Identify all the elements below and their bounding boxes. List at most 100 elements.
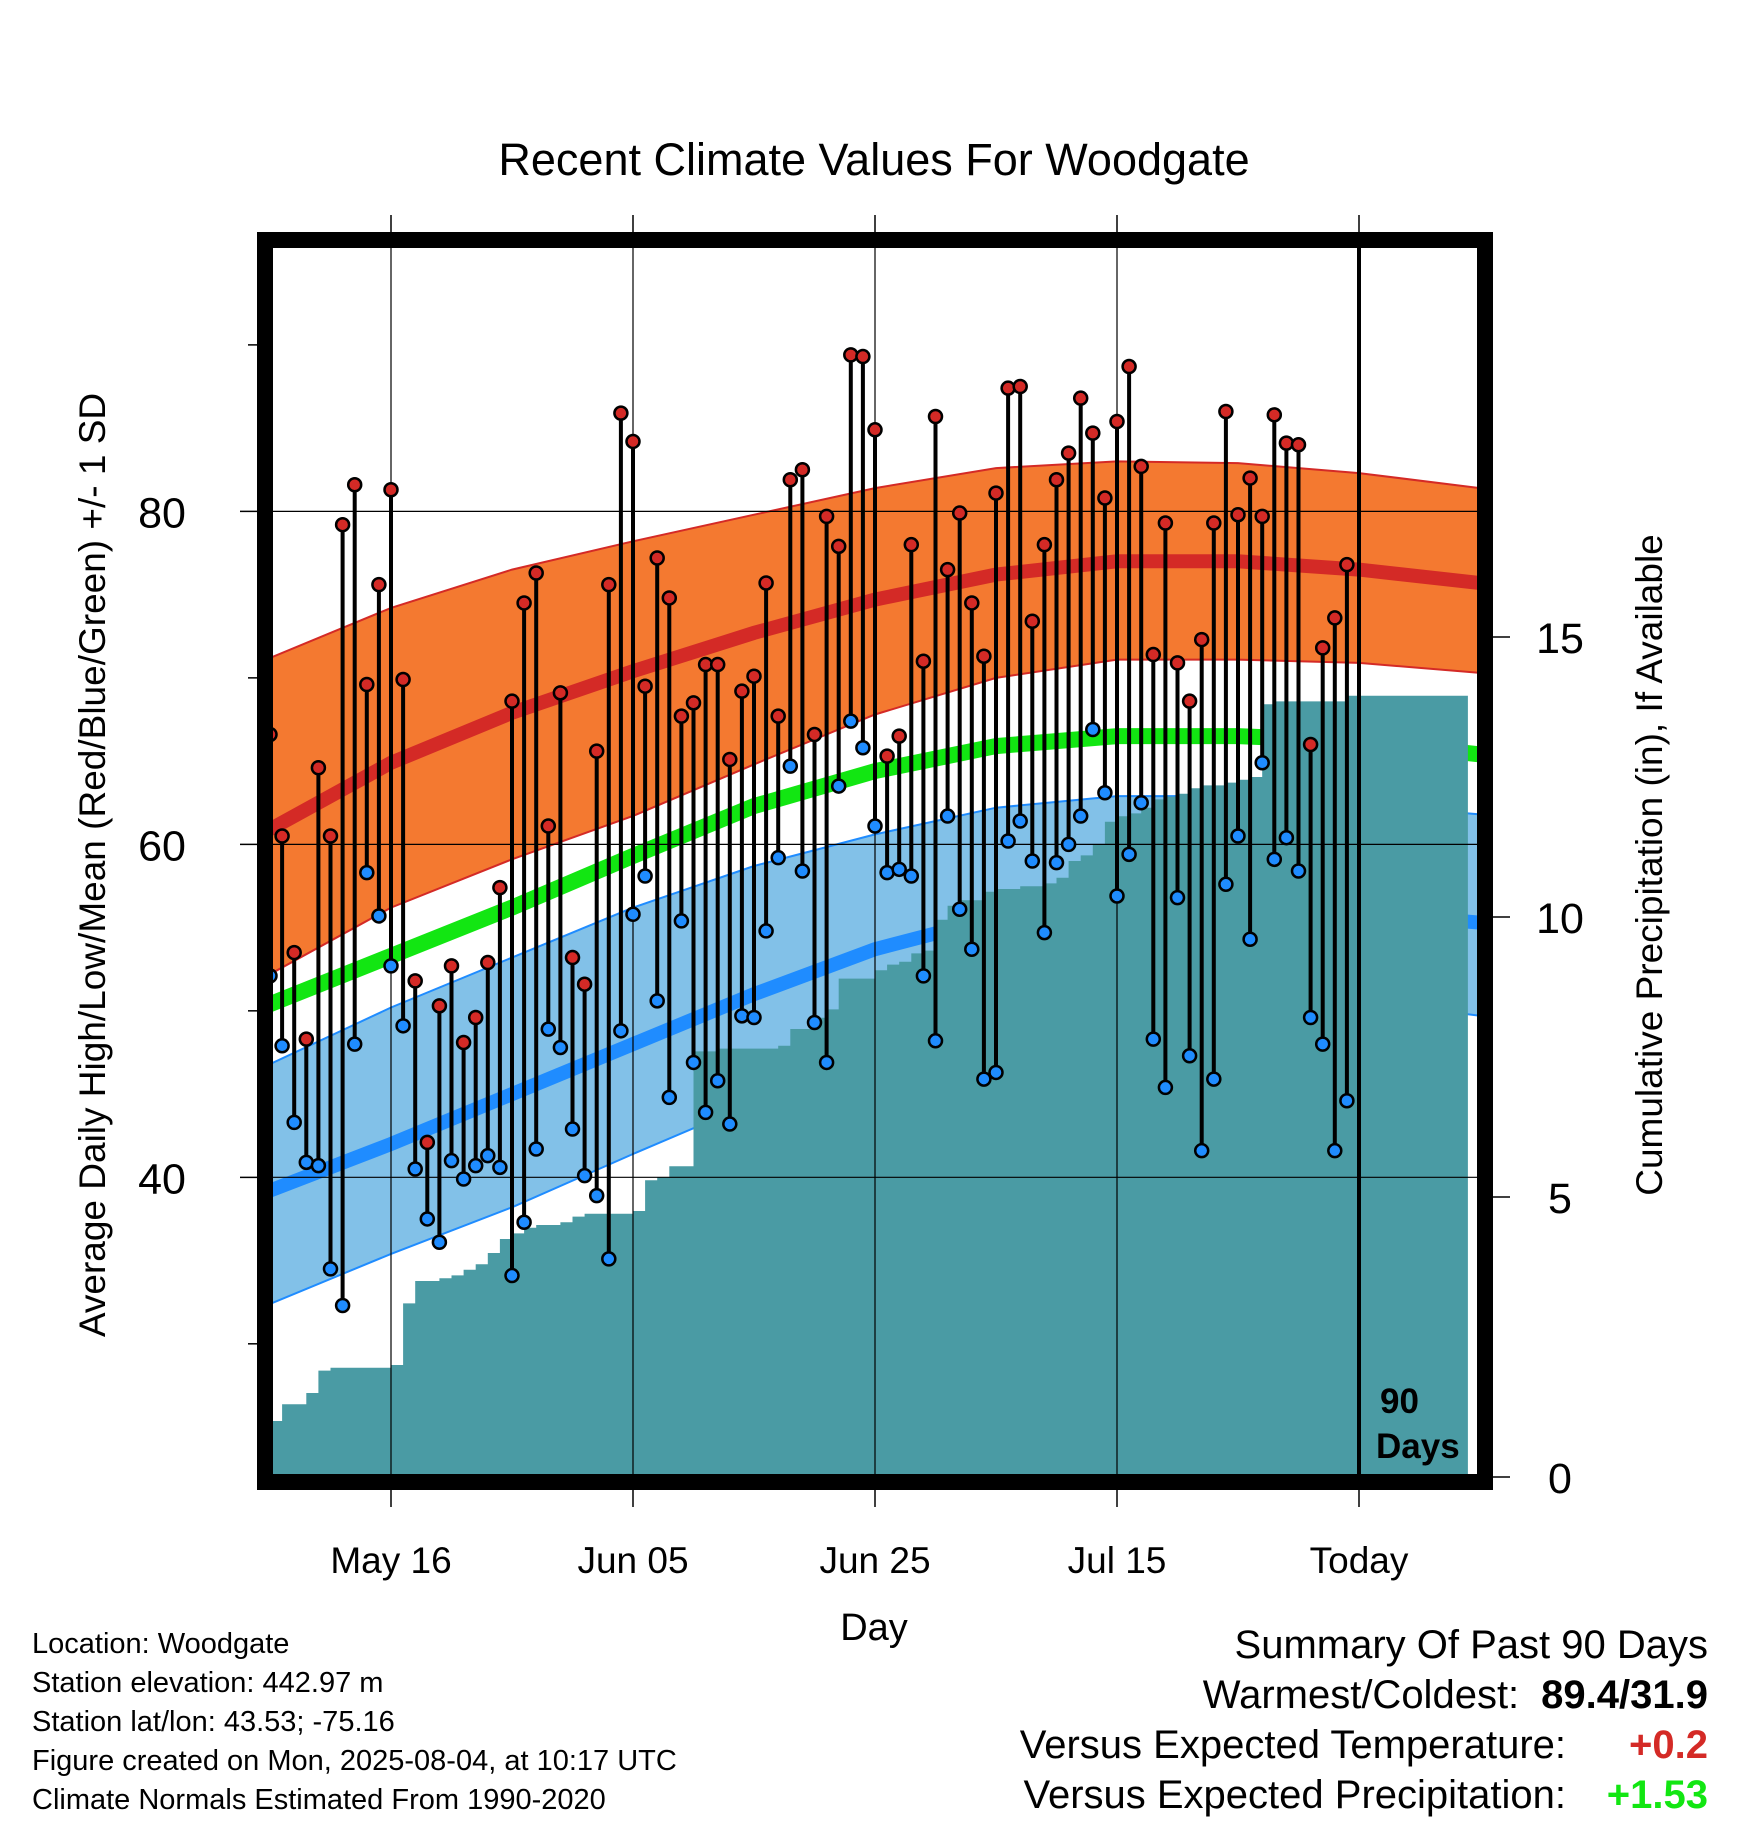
daily-high-point <box>455 1034 472 1051</box>
daily-low-point <box>722 1116 738 1132</box>
daily-low-point <box>1181 1048 1198 1064</box>
y-right-tick-label-3: 15 <box>1536 615 1584 663</box>
daily-low-point <box>709 1073 726 1089</box>
daily-low-point <box>588 1187 605 1204</box>
summary-warm-cold-value: 89.4/31.9 <box>1541 1673 1708 1717</box>
daily-low-point <box>419 1211 436 1227</box>
daily-low-point <box>540 1021 557 1037</box>
daily-low-point <box>1024 853 1041 869</box>
daily-high-point <box>613 405 629 421</box>
daily-high-point <box>806 726 823 743</box>
daily-high-point <box>1314 640 1331 656</box>
daily-high-point <box>758 575 774 591</box>
info-location: Location: Woodgate <box>32 1628 290 1660</box>
daily-low-point <box>1133 794 1149 811</box>
daily-high-point <box>903 536 920 553</box>
daily-low-point <box>1314 1036 1331 1052</box>
station-info: Location: Woodgate Station elevation: 44… <box>32 1625 677 1820</box>
daily-low-point <box>1157 1079 1174 1096</box>
plot-area <box>270 245 1480 1477</box>
daily-high-point <box>1230 506 1246 523</box>
x-axis-label: Day <box>840 1607 908 1649</box>
daily-low-point <box>480 1147 496 1164</box>
daily-low-point <box>383 958 399 974</box>
daily-low-point <box>697 1104 714 1121</box>
daily-high-point <box>867 422 883 438</box>
summary-temp-value: +0.2 <box>1629 1723 1708 1767</box>
daily-low-point <box>1302 1009 1319 1026</box>
daily-low-point <box>1242 931 1258 947</box>
y-axis-label-left: Average Daily High/Low/Mean (Red/Blue/Gr… <box>72 393 113 1337</box>
daily-low-point <box>1145 1031 1162 1047</box>
daily-high-point <box>976 648 992 664</box>
daily-low-point <box>1097 784 1113 801</box>
daily-high-point <box>1121 358 1137 375</box>
daily-high-point <box>504 693 520 709</box>
plot-frame <box>257 232 1493 1490</box>
daily-high-point <box>1072 390 1089 406</box>
daily-low-point <box>1036 924 1053 941</box>
daily-low-point <box>1169 889 1186 906</box>
daily-low-point <box>1000 833 1016 849</box>
daily-low-point <box>625 906 641 923</box>
summary-precip-value: +1.53 <box>1606 1773 1708 1817</box>
daily-high-point <box>1181 693 1198 709</box>
info-created: Figure created on Mon, 2025-08-04, at 10… <box>32 1745 677 1777</box>
daily-low-point <box>964 941 980 957</box>
daily-high-point <box>492 879 508 896</box>
daily-high-point <box>383 481 399 498</box>
daily-high-point <box>891 728 907 744</box>
axes: May 16 Jun 05 Jun 25 Jul 15 Today 40 60 80 0 5 10 1… <box>138 215 1584 1581</box>
daily-low-point <box>794 863 811 879</box>
daily-high-point <box>709 656 726 673</box>
daily-high-point <box>770 708 786 724</box>
daily-high-point <box>552 685 569 701</box>
daily-high-point <box>879 748 895 764</box>
daily-high-point <box>443 958 460 974</box>
daily-low-point <box>286 1114 302 1131</box>
daily-high-point <box>1290 437 1307 453</box>
daily-high-point <box>1085 425 1101 441</box>
chart-title: Recent Climate Values For Woodgate <box>498 134 1249 185</box>
daily-low-point <box>673 913 690 929</box>
daily-low-point <box>359 864 375 881</box>
daily-high-point <box>1339 556 1355 573</box>
daily-high-point <box>322 828 339 844</box>
precip-area <box>270 693 1468 1477</box>
daily-low-point <box>1327 1142 1343 1159</box>
daily-high-point <box>1036 536 1053 553</box>
daily-high-point <box>334 516 351 533</box>
daily-high-point <box>1145 646 1162 663</box>
daily-low-point <box>939 808 956 824</box>
daily-low-point <box>455 1171 472 1187</box>
y-left-tick-label-1: 60 <box>138 822 186 870</box>
y-right-tick-label-1: 5 <box>1548 1175 1572 1223</box>
daily-low-point <box>649 993 665 1009</box>
daily-low-point <box>1206 1071 1222 1087</box>
daily-low-point <box>613 1023 629 1039</box>
daily-low-point <box>746 1009 762 1026</box>
daily-low-point <box>504 1267 520 1284</box>
daily-high-point <box>988 485 1004 501</box>
daily-high-point <box>564 949 581 966</box>
daily-high-point <box>395 671 411 688</box>
daily-high-point <box>407 973 423 989</box>
daily-high-point <box>1266 407 1283 423</box>
daily-high-point <box>734 683 750 699</box>
daily-high-point <box>431 998 448 1014</box>
daily-low-point <box>1085 721 1101 738</box>
info-latlon: Station lat/lon: 43.53; -75.16 <box>32 1706 395 1738</box>
window-label-days: Days <box>1376 1427 1460 1466</box>
daily-low-point <box>552 1039 569 1056</box>
daily-high-point <box>588 743 605 759</box>
daily-high-point <box>782 471 799 488</box>
daily-low-point <box>685 1054 702 1071</box>
daily-high-point <box>649 550 665 566</box>
daily-low-point <box>1048 854 1065 871</box>
daily-low-point <box>576 1167 593 1184</box>
x-tick-label-4: Today <box>1310 1540 1409 1581</box>
daily-high-point <box>516 595 532 611</box>
daily-high-point <box>1157 515 1174 531</box>
daily-high-point <box>359 676 375 693</box>
daily-low-point <box>371 908 387 924</box>
